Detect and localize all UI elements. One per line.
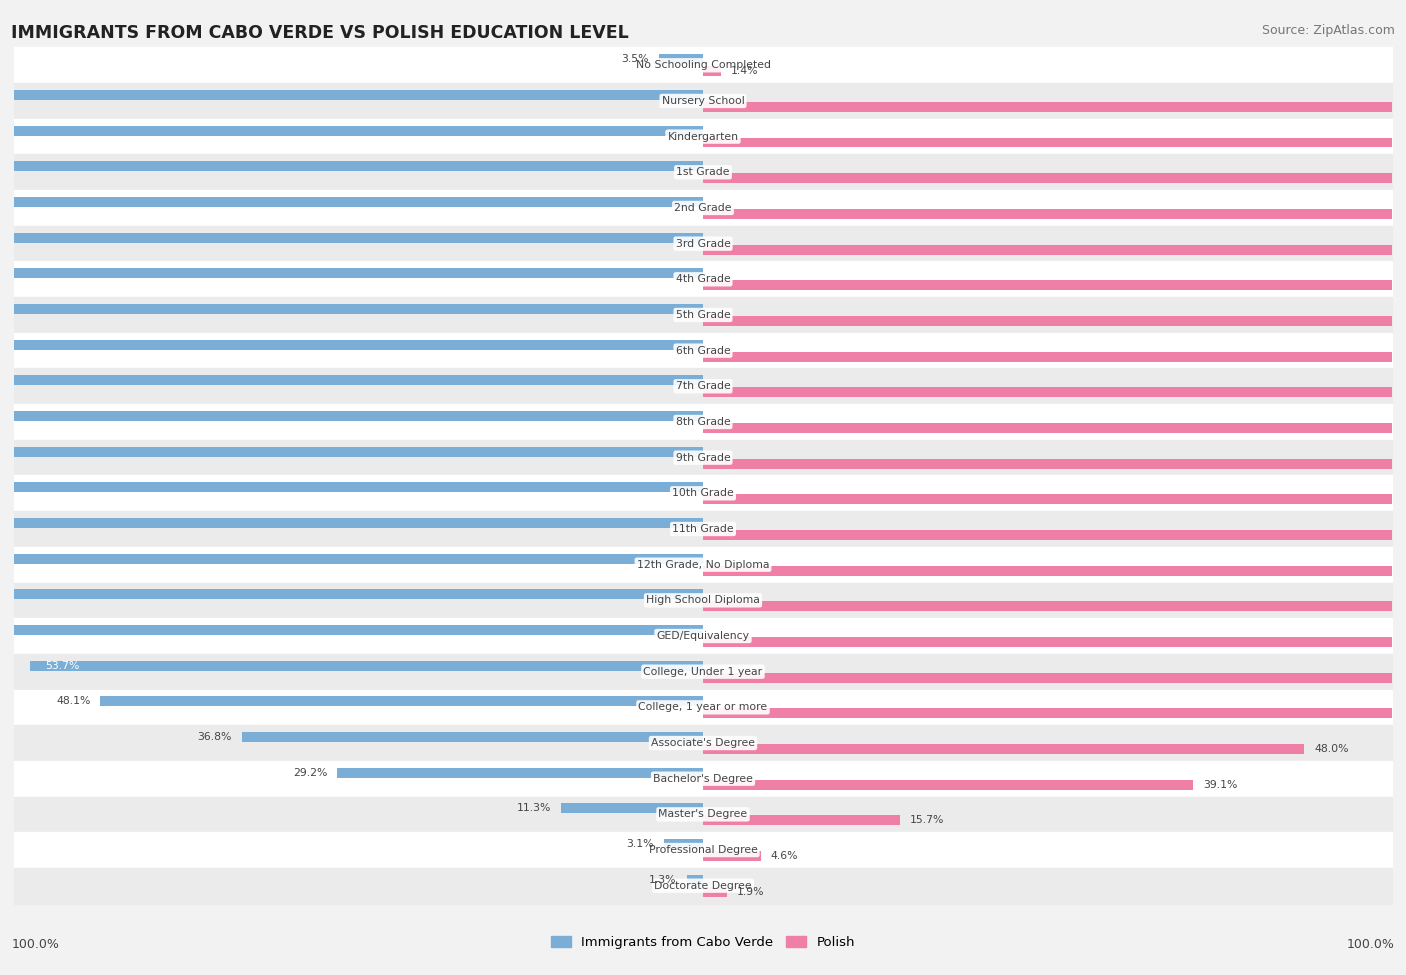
Text: Source: ZipAtlas.com: Source: ZipAtlas.com	[1261, 24, 1395, 37]
Bar	[703, 174, 1406, 183]
Text: 11th Grade: 11th Grade	[672, 524, 734, 534]
Bar	[703, 637, 1406, 646]
Text: 48.0%: 48.0%	[1315, 744, 1348, 754]
Text: GED/Equivalency: GED/Equivalency	[657, 631, 749, 641]
Bar	[703, 387, 1406, 397]
Bar	[100, 696, 703, 707]
Bar	[664, 839, 703, 849]
Bar	[703, 423, 1406, 433]
Text: 12th Grade, No Diploma: 12th Grade, No Diploma	[637, 560, 769, 569]
Text: Kindergarten: Kindergarten	[668, 132, 738, 141]
Text: 1st Grade: 1st Grade	[676, 168, 730, 177]
Text: 9th Grade: 9th Grade	[676, 452, 730, 463]
Bar	[242, 732, 703, 742]
Text: Doctorate Degree: Doctorate Degree	[654, 880, 752, 891]
Bar	[0, 518, 703, 528]
Bar	[0, 233, 703, 243]
Bar	[703, 815, 900, 825]
Text: 36.8%: 36.8%	[198, 732, 232, 742]
Text: 39.1%: 39.1%	[1202, 780, 1237, 790]
Text: 3.5%: 3.5%	[621, 55, 650, 64]
Bar	[703, 886, 727, 897]
Bar	[0, 126, 703, 136]
Bar	[703, 673, 1406, 682]
Bar	[703, 851, 761, 861]
Bar	[0, 483, 703, 492]
Bar	[703, 66, 720, 76]
Text: IMMIGRANTS FROM CABO VERDE VS POLISH EDUCATION LEVEL: IMMIGRANTS FROM CABO VERDE VS POLISH EDU…	[11, 24, 628, 42]
Bar	[703, 137, 1406, 147]
Text: High School Diploma: High School Diploma	[647, 596, 759, 605]
Bar	[703, 101, 1406, 112]
Text: 48.1%: 48.1%	[56, 696, 90, 707]
Text: 8th Grade: 8th Grade	[676, 417, 730, 427]
Text: 5th Grade: 5th Grade	[676, 310, 730, 320]
Text: 3rd Grade: 3rd Grade	[675, 239, 731, 249]
Text: 53.7%: 53.7%	[45, 661, 80, 671]
Text: Master's Degree: Master's Degree	[658, 809, 748, 819]
Text: 4.6%: 4.6%	[770, 851, 799, 861]
Bar	[561, 803, 703, 813]
Bar	[0, 447, 703, 456]
Text: 1.3%: 1.3%	[650, 875, 676, 885]
Bar	[0, 197, 703, 207]
Text: 15.7%: 15.7%	[910, 815, 943, 825]
Text: College, 1 year or more: College, 1 year or more	[638, 702, 768, 713]
Bar	[703, 352, 1406, 362]
Bar	[0, 268, 703, 279]
Bar	[0, 590, 703, 600]
Text: Nursery School: Nursery School	[662, 96, 744, 106]
Text: No Schooling Completed: No Schooling Completed	[636, 60, 770, 70]
Bar	[337, 768, 703, 778]
Text: 29.2%: 29.2%	[292, 767, 328, 778]
Text: 1.9%: 1.9%	[737, 886, 765, 897]
Bar	[31, 661, 703, 671]
Text: 100.0%: 100.0%	[11, 938, 59, 951]
Text: 2nd Grade: 2nd Grade	[675, 203, 731, 213]
Bar	[703, 316, 1406, 326]
Bar	[703, 708, 1406, 719]
Text: 6th Grade: 6th Grade	[676, 346, 730, 356]
Text: 7th Grade: 7th Grade	[676, 381, 730, 391]
Bar	[0, 339, 703, 350]
Bar	[0, 90, 703, 100]
Bar	[0, 304, 703, 314]
Bar	[0, 162, 703, 172]
Bar	[703, 494, 1406, 504]
Text: Associate's Degree: Associate's Degree	[651, 738, 755, 748]
Bar	[0, 625, 703, 635]
Text: 4th Grade: 4th Grade	[676, 274, 730, 285]
Bar	[703, 529, 1406, 540]
Bar	[703, 566, 1406, 575]
Bar	[686, 875, 703, 885]
Bar	[0, 375, 703, 385]
Bar	[703, 245, 1406, 254]
Bar	[703, 780, 1192, 790]
Bar	[659, 55, 703, 64]
Text: 11.3%: 11.3%	[517, 803, 551, 813]
Text: 10th Grade: 10th Grade	[672, 488, 734, 498]
Bar	[0, 411, 703, 421]
Bar	[703, 280, 1406, 291]
Text: 3.1%: 3.1%	[627, 839, 654, 849]
Bar	[703, 744, 1305, 754]
Bar	[703, 602, 1406, 611]
Bar	[0, 554, 703, 564]
Text: Professional Degree: Professional Degree	[648, 845, 758, 855]
Text: 1.4%: 1.4%	[731, 66, 758, 76]
Bar	[703, 209, 1406, 218]
Text: Bachelor's Degree: Bachelor's Degree	[652, 774, 754, 784]
Text: College, Under 1 year: College, Under 1 year	[644, 667, 762, 677]
Bar	[703, 458, 1406, 469]
Legend: Immigrants from Cabo Verde, Polish: Immigrants from Cabo Verde, Polish	[546, 930, 860, 955]
Text: 100.0%: 100.0%	[1347, 938, 1395, 951]
